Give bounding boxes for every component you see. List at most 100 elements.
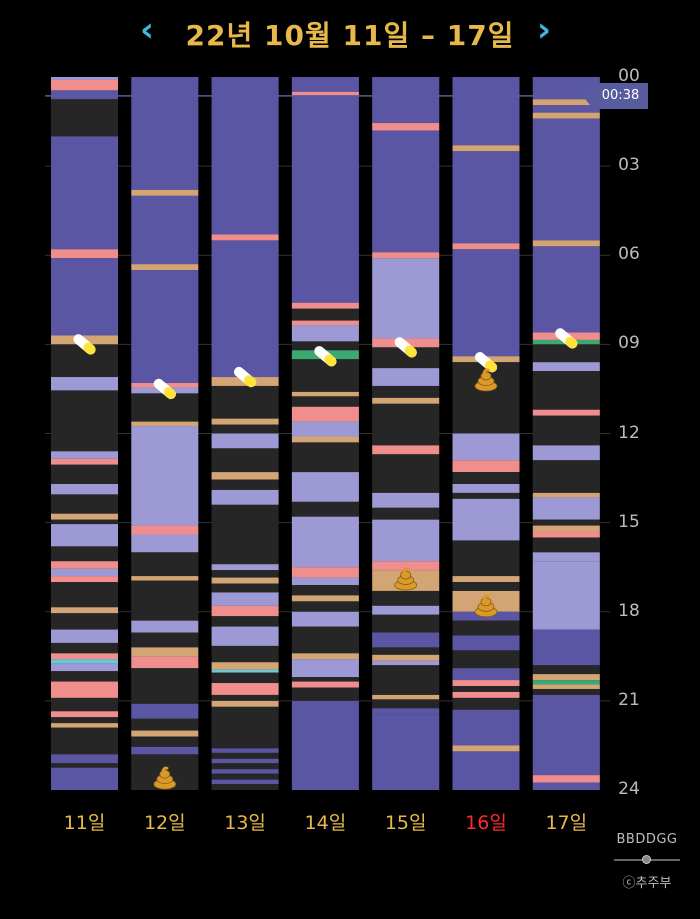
segment-diaper[interactable] (452, 145, 520, 152)
segment-awake[interactable] (211, 752, 279, 759)
segment-deep-sleep[interactable] (211, 748, 279, 753)
segment-light-sleep[interactable] (372, 519, 440, 562)
segment-light-sleep[interactable] (51, 451, 118, 459)
segment-feeding[interactable] (452, 243, 520, 250)
segment-awake[interactable] (51, 494, 118, 514)
segment-awake[interactable] (452, 686, 520, 692)
segment-feeding[interactable] (211, 683, 279, 695)
segment-awake[interactable] (372, 614, 440, 633)
segment-awake[interactable] (291, 626, 359, 654)
segment-feeding[interactable] (372, 561, 440, 571)
segment-awake[interactable] (452, 620, 520, 636)
segment-awake[interactable] (211, 479, 279, 490)
segment-awake[interactable] (372, 347, 440, 369)
segment-feeding[interactable] (211, 234, 279, 241)
segment-light-sleep[interactable] (452, 433, 520, 461)
segment-light-sleep[interactable] (131, 620, 199, 633)
segment-awake[interactable] (51, 717, 118, 724)
segment-feeding[interactable] (291, 406, 359, 422)
next-week-button[interactable]: › (537, 10, 552, 50)
segment-diaper[interactable] (372, 694, 440, 700)
segment-diaper[interactable] (131, 647, 199, 657)
segment-diaper[interactable] (131, 730, 199, 737)
segment-deep-sleep[interactable] (452, 249, 520, 357)
segment-feeding[interactable] (51, 561, 118, 569)
segment-awake[interactable] (372, 665, 440, 695)
segment-diaper[interactable] (131, 576, 199, 581)
segment-feeding[interactable] (452, 680, 520, 687)
segment-awake[interactable] (51, 763, 118, 768)
segment-deep-sleep[interactable] (211, 758, 279, 764)
segment-feeding[interactable] (51, 249, 118, 259)
segment-awake[interactable] (372, 647, 440, 655)
segment-diaper[interactable] (131, 421, 199, 427)
segment-deep-sleep[interactable] (452, 77, 520, 146)
segment-light-sleep[interactable] (452, 484, 520, 493)
segment-deep-sleep[interactable] (452, 151, 520, 244)
segment-awake[interactable] (51, 99, 118, 137)
segment-diaper[interactable] (532, 684, 600, 689)
segment-light-sleep[interactable] (532, 497, 600, 520)
segment-awake[interactable] (51, 582, 118, 608)
segment-light-sleep[interactable] (291, 611, 359, 627)
segment-awake[interactable] (372, 699, 440, 709)
segment-awake[interactable] (452, 540, 520, 577)
segment-deep-sleep[interactable] (131, 746, 199, 755)
segment-light-sleep[interactable] (291, 472, 359, 502)
segment-light-sleep[interactable] (51, 484, 118, 495)
segment-awake[interactable] (291, 308, 359, 321)
segment-feeding[interactable] (291, 302, 359, 309)
segment-awake[interactable] (131, 552, 199, 577)
segment-awake[interactable] (51, 671, 118, 682)
segment-light-sleep[interactable] (532, 561, 600, 630)
prev-week-button[interactable]: ‹ (140, 10, 155, 50)
segment-awake[interactable] (532, 537, 600, 553)
segment-awake[interactable] (131, 580, 199, 621)
segment-awake[interactable] (291, 687, 359, 701)
segment-feeding[interactable] (372, 445, 440, 455)
segment-awake[interactable] (211, 504, 279, 565)
segment-deep-sleep[interactable] (51, 258, 118, 336)
segment-light-sleep[interactable] (532, 445, 600, 461)
segment-awake[interactable] (291, 601, 359, 612)
segment-feeding[interactable] (51, 576, 118, 583)
segment-light-sleep[interactable] (211, 626, 279, 646)
segment-deep-sleep[interactable] (532, 694, 600, 776)
segment-feeding[interactable] (131, 525, 199, 535)
segment-light-sleep[interactable] (532, 552, 600, 562)
segment-feeding[interactable] (51, 711, 118, 718)
segment-awake[interactable] (372, 454, 440, 493)
segment-diaper[interactable] (532, 99, 600, 106)
segment-deep-sleep[interactable] (51, 754, 118, 764)
segment-awake[interactable] (51, 546, 118, 562)
segment-light-sleep[interactable] (372, 368, 440, 386)
segment-awake[interactable] (211, 763, 279, 770)
segment-play[interactable] (532, 680, 600, 685)
segment-awake[interactable] (452, 388, 520, 434)
segment-awake[interactable] (291, 585, 359, 596)
segment-deep-sleep[interactable] (51, 136, 118, 250)
segment-awake[interactable] (372, 403, 440, 446)
segment-deep-sleep[interactable] (131, 270, 199, 383)
segment-deep-sleep[interactable] (372, 77, 440, 124)
segment-awake[interactable] (372, 590, 440, 606)
segment-deep-sleep[interactable] (372, 130, 440, 253)
segment-awake[interactable] (131, 718, 199, 731)
segment-awake[interactable] (291, 501, 359, 517)
segment-awake[interactable] (211, 385, 279, 419)
segment-awake[interactable] (532, 688, 600, 695)
segment-deep-sleep[interactable] (131, 703, 199, 719)
segment-deep-sleep[interactable] (51, 767, 118, 790)
segment-light-sleep[interactable] (372, 660, 440, 666)
segment-diaper[interactable] (532, 240, 600, 247)
day-label[interactable]: 12일 (143, 812, 186, 834)
segment-awake[interactable] (291, 677, 359, 682)
day-label[interactable]: 14일 (304, 812, 347, 834)
day-label[interactable]: 13일 (224, 812, 266, 834)
segment-awake[interactable] (211, 706, 279, 749)
day-label[interactable]: 16일 (465, 812, 507, 834)
segment-awake[interactable] (211, 672, 279, 684)
segment-awake[interactable] (211, 448, 279, 473)
segment-feeding[interactable] (532, 775, 600, 783)
segment-awake[interactable] (452, 650, 520, 669)
